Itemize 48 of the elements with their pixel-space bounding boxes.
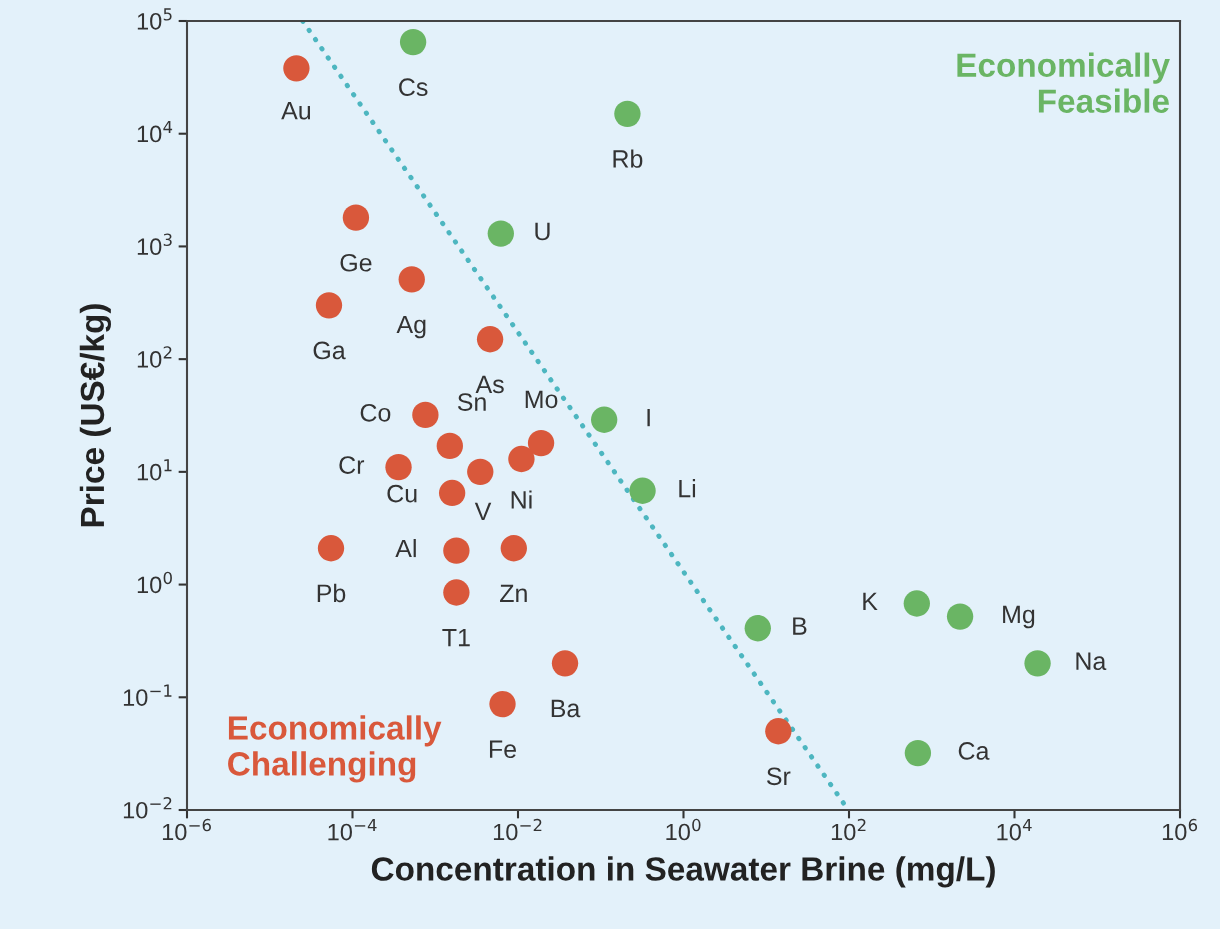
x-tick-label: 10$^{4}$: [997, 819, 1032, 841]
annotation: Ca: [958, 742, 990, 760]
annotation: Sn: [457, 393, 486, 411]
y-tick-label: 10$^{−1}$: [123, 684, 172, 706]
annotation: Ge: [340, 253, 372, 272]
x-tick-label: 10$^{0}$: [666, 818, 701, 841]
annotation: Cs: [399, 78, 428, 97]
annotation: As: [475, 375, 504, 394]
x-tick-label: 10$^{−6}$: [162, 818, 211, 841]
annotation: Al: [395, 538, 416, 558]
annotation: Sr: [766, 767, 791, 786]
annotation: Mo: [525, 390, 558, 409]
annotation: Fe: [489, 740, 516, 759]
y-tick-label: 10$^{4}$: [137, 121, 173, 143]
x-axis-title: Concentration in Seawater Brine (mg/L): [371, 856, 995, 888]
annotation: Mg: [1003, 605, 1035, 629]
annotation: Li: [679, 479, 696, 498]
annotation: U: [535, 222, 550, 241]
annotation: V: [474, 502, 492, 520]
annotation: Economically Feasible: [957, 52, 1170, 113]
y-tick-label: 10$^{0}$: [137, 571, 172, 594]
annotation: Cu: [387, 484, 417, 503]
annotation: Ag: [396, 315, 426, 339]
y-tick-label: 10$^{1}$: [137, 459, 172, 481]
x-tick-label: 10$^{6}$: [1162, 818, 1198, 841]
annotation: Au: [281, 102, 311, 120]
x-tick-label: 10$^{−4}$: [328, 819, 377, 841]
annotation: Cr: [339, 456, 365, 474]
annotation: K: [863, 592, 878, 610]
y-axis-title: Price (US€/kg): [79, 304, 111, 527]
annotation: Ni: [511, 490, 532, 509]
y-tick-label: 10$^{3}$: [137, 233, 172, 256]
annotation: Ga: [313, 341, 346, 360]
x-tick-label: 10$^{−2}$: [493, 818, 542, 841]
annotation: I: [647, 409, 650, 427]
annotation: Co: [360, 403, 391, 422]
annotation: Economically Challenging: [228, 715, 442, 783]
annotation: Pb: [317, 583, 346, 603]
y-tick-label: 10$^{2}$: [137, 346, 172, 368]
annotation: Na: [1076, 652, 1107, 671]
annotation: Ba: [551, 699, 581, 718]
annotation: T1: [442, 629, 470, 647]
y-tick-label: 10$^{5}$: [137, 8, 172, 30]
y-tick-label: 10$^{−2}$: [123, 797, 172, 819]
annotation: B: [793, 617, 807, 635]
annotation: Zn: [500, 584, 527, 602]
x-tick-label: 10$^{2}$: [831, 818, 866, 841]
annotation: Rb: [613, 149, 643, 168]
